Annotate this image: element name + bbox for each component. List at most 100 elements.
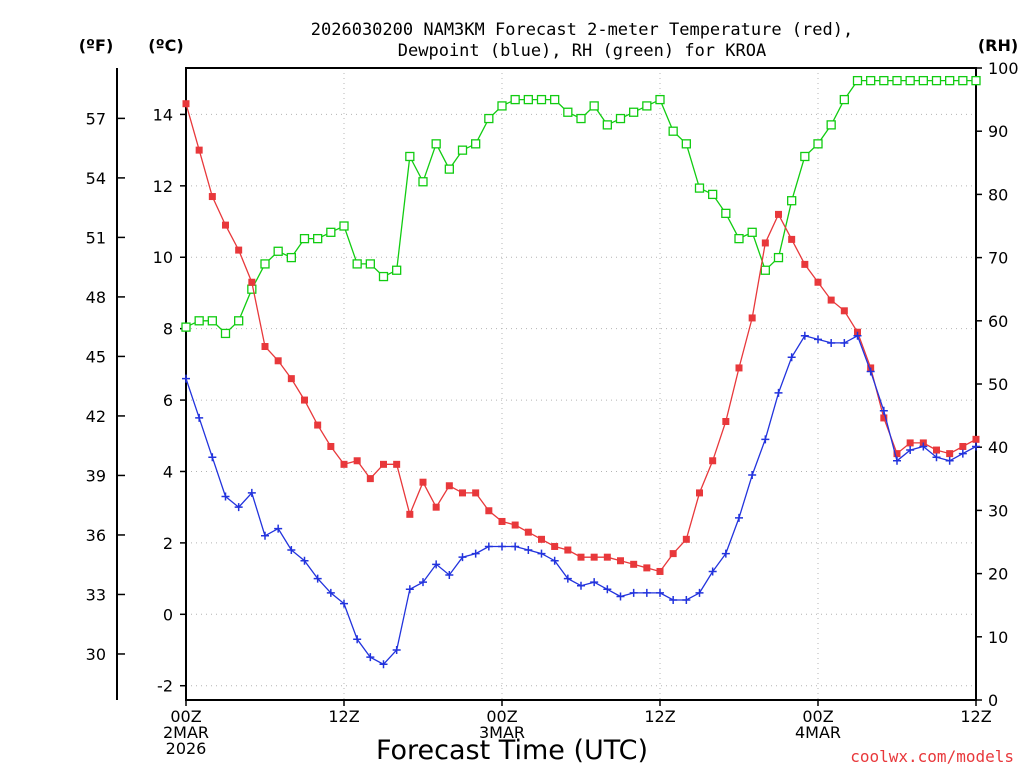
rh-point bbox=[550, 94, 560, 105]
temperature-point bbox=[722, 417, 730, 425]
time-tick-label: 4MAR bbox=[795, 723, 841, 742]
celsius-tick-label: 6 bbox=[163, 391, 173, 410]
temperature-point bbox=[274, 357, 282, 365]
dewpoint-point bbox=[419, 578, 427, 587]
dewpoint-point bbox=[800, 331, 809, 340]
rh-tick-label: 100 bbox=[988, 59, 1019, 78]
rh-tick-label: 80 bbox=[988, 185, 1008, 204]
dewpoint-point bbox=[642, 588, 651, 597]
dewpoint-point bbox=[827, 338, 836, 347]
time-tick-label: 2MAR bbox=[163, 723, 209, 742]
rh-point bbox=[839, 94, 849, 105]
dewpoint-point bbox=[682, 596, 691, 605]
dewpoint-point bbox=[879, 406, 888, 415]
temperature-point bbox=[564, 546, 572, 554]
temperature-point bbox=[972, 435, 980, 443]
dewpoint-point bbox=[932, 453, 941, 462]
rh-point bbox=[721, 208, 731, 219]
temperature-point bbox=[314, 421, 322, 429]
rh-point bbox=[444, 164, 454, 174]
rh-tick-label: 40 bbox=[988, 438, 1008, 457]
temperature-point bbox=[643, 564, 651, 572]
temperature-point bbox=[682, 535, 690, 543]
fahrenheit-tick-label: 36 bbox=[86, 526, 106, 545]
dewpoint-point bbox=[972, 442, 980, 451]
fahrenheit-tick-label: 39 bbox=[86, 466, 106, 485]
rh-series bbox=[181, 75, 981, 339]
temperature-series bbox=[182, 100, 980, 575]
rh-point bbox=[326, 227, 336, 237]
dewpoint-point bbox=[537, 549, 546, 558]
dewpoint-point bbox=[958, 449, 967, 458]
celsius-axis: -2 0 2 4 6 8 10 12 14 bbox=[153, 105, 186, 696]
dewpoint-point bbox=[484, 542, 493, 551]
temperature-point bbox=[498, 517, 506, 525]
rh-point bbox=[207, 316, 217, 326]
rh-axis: 0 10 20 30 40 50 60 70 80 90 100 bbox=[976, 59, 1019, 710]
rh-point bbox=[260, 259, 270, 269]
rh-point bbox=[286, 252, 296, 263]
rh-point bbox=[497, 101, 507, 111]
rh-point bbox=[457, 145, 468, 155]
rh-point bbox=[813, 139, 823, 149]
rh-tick-label: 90 bbox=[988, 122, 1008, 141]
rh-point bbox=[181, 322, 191, 332]
time-tick-label: 12Z bbox=[644, 707, 675, 726]
rh-tick-label: 60 bbox=[988, 312, 1008, 331]
dewpoint-point bbox=[945, 456, 954, 465]
celsius-tick-label: 0 bbox=[163, 605, 173, 624]
rh-point bbox=[629, 107, 639, 117]
dewpoint-point bbox=[300, 556, 309, 565]
time-tick-label: 2026 bbox=[166, 739, 207, 758]
dewpoint-point bbox=[405, 585, 414, 594]
rh-point bbox=[945, 75, 955, 86]
dewpoint-point bbox=[603, 585, 612, 594]
temperature-point bbox=[893, 450, 901, 458]
dewpoint-point bbox=[471, 549, 480, 558]
temperature-point bbox=[656, 567, 664, 575]
rh-point bbox=[313, 233, 323, 244]
temperature-point bbox=[933, 446, 940, 454]
rh-point bbox=[826, 120, 836, 130]
dewpoint-point bbox=[313, 574, 322, 583]
celsius-tick-label: 8 bbox=[163, 320, 173, 339]
rh-unit-label: (RH) bbox=[978, 36, 1018, 55]
rh-point bbox=[892, 75, 902, 86]
temperature-point bbox=[340, 460, 348, 468]
dewpoint-point bbox=[340, 599, 348, 608]
dewpoint-point bbox=[326, 588, 335, 597]
temperature-point bbox=[261, 343, 269, 351]
dewpoint-point bbox=[221, 492, 230, 501]
dewpoint-point bbox=[708, 567, 717, 576]
temperature-point bbox=[709, 457, 717, 465]
temperature-point bbox=[485, 507, 493, 515]
rh-point bbox=[602, 120, 612, 130]
rh-point bbox=[668, 126, 678, 136]
rh-point bbox=[563, 107, 573, 117]
rh-point bbox=[510, 94, 520, 105]
temperature-point bbox=[551, 542, 559, 550]
temperature-point bbox=[235, 246, 243, 254]
rh-point bbox=[405, 151, 415, 162]
dewpoint-point bbox=[906, 446, 915, 455]
temperature-point bbox=[366, 475, 374, 483]
chart-title-line2: Dewpoint (blue), RH (green) for KROA bbox=[398, 41, 766, 61]
celsius-tick-label: 10 bbox=[153, 248, 173, 267]
dewpoint-point bbox=[498, 542, 506, 551]
temperature-point bbox=[380, 460, 387, 468]
dewpoint-point bbox=[590, 578, 599, 587]
rh-point bbox=[234, 316, 244, 326]
temperature-point bbox=[287, 375, 295, 383]
dewpoint-point bbox=[761, 435, 770, 444]
temperature-point bbox=[301, 396, 308, 404]
dewpoint-point bbox=[629, 588, 638, 597]
x-axis-title: Forecast Time (UTC) bbox=[376, 735, 648, 766]
dewpoint-point bbox=[379, 660, 388, 669]
celsius-tick-label: 2 bbox=[163, 534, 173, 553]
chart-title-line1: 2026030200 NAM3KM Forecast 2-meter Tempe… bbox=[311, 20, 853, 40]
dewpoint-point bbox=[458, 553, 467, 562]
temperature-point bbox=[748, 314, 756, 322]
dewpoint-point bbox=[853, 331, 862, 340]
